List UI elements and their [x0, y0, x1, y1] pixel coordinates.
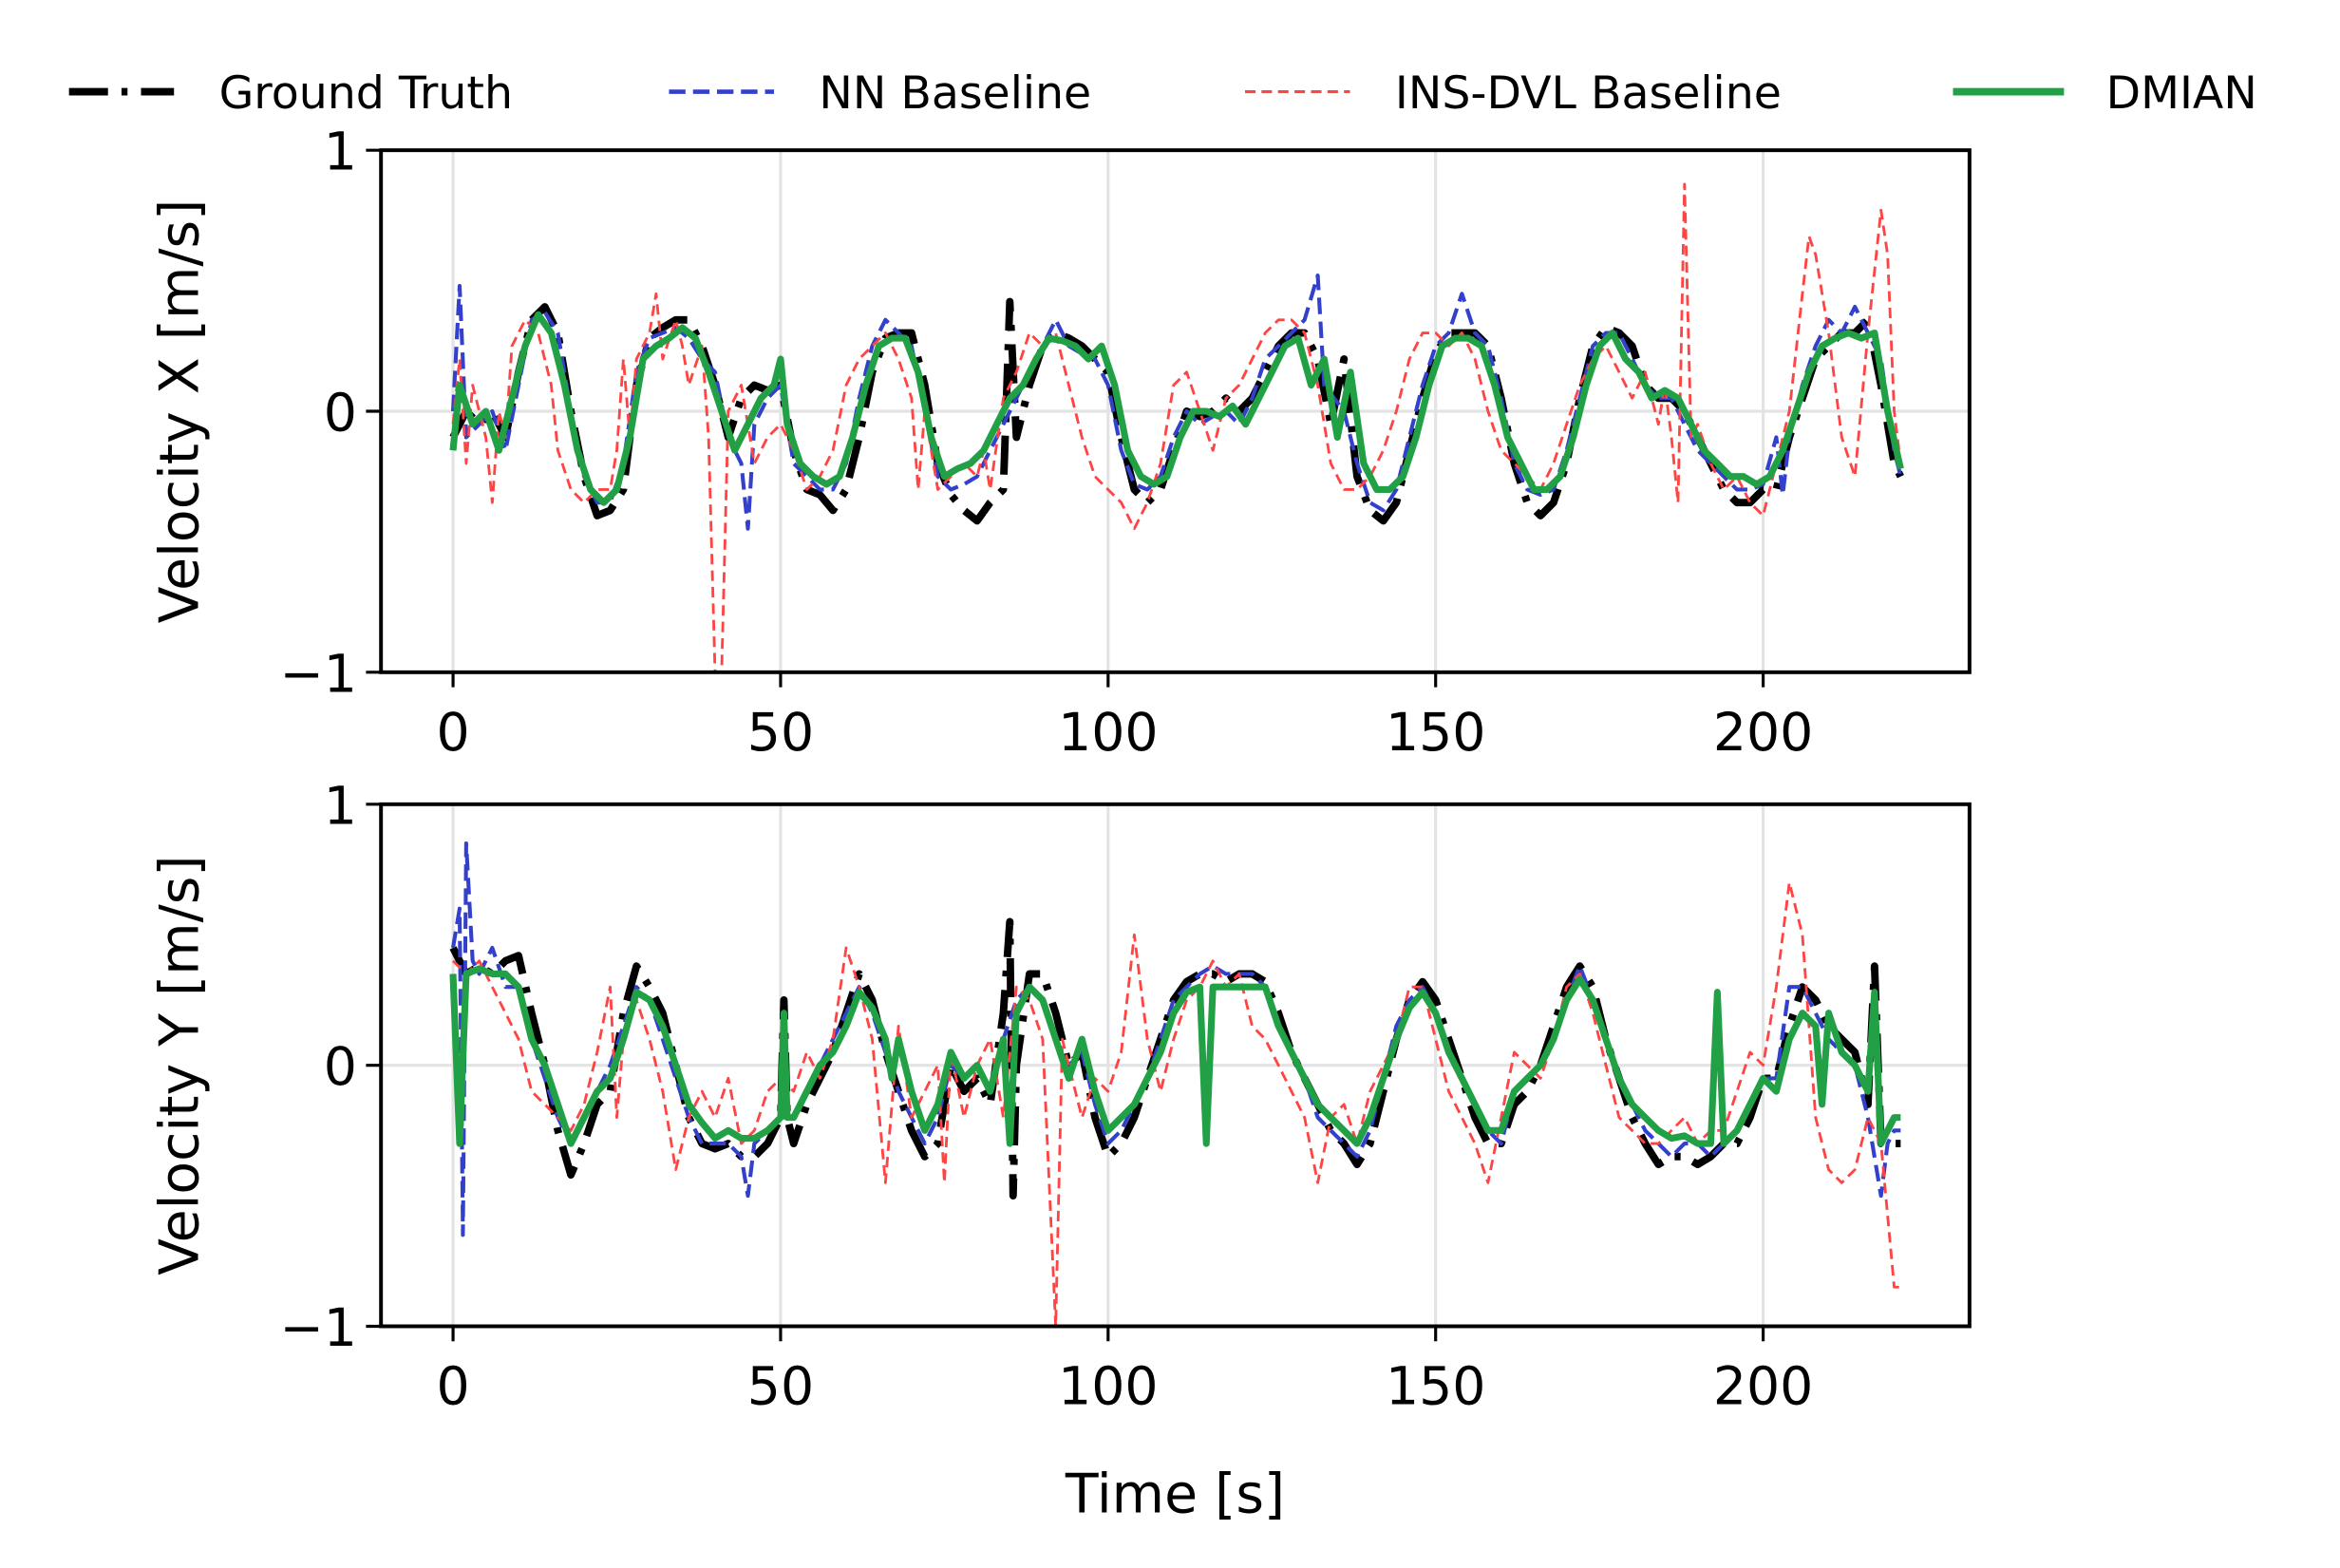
- x-tick-label: 0: [436, 703, 469, 764]
- velocity-x-panel: 0 50 100 150 200 −1 0 1 Velocity X [m/s]: [148, 123, 1972, 764]
- legend-label: INS-DVL Baseline: [1395, 67, 1782, 120]
- y-tick-label: 1: [324, 123, 357, 183]
- velocity-y-panel: 0 50 100 150 200 −1 0 1 Velocity Y [m/s] Time [s]: [148, 776, 1972, 1525]
- y-tick-label: 1: [324, 776, 357, 837]
- x-tick-label: 150: [1386, 1357, 1486, 1418]
- series-group: [449, 841, 1901, 1327]
- legend-item-nn-baseline: NN Baseline: [669, 67, 1091, 120]
- legend: Ground Truth NN Baseline INS-DVL Baselin…: [68, 67, 2257, 120]
- y-tick-label: −1: [279, 1298, 356, 1359]
- axes-frame: [379, 148, 1972, 674]
- series-line-ins-dvl-baseline: [451, 182, 1902, 672]
- x-tick-label: 100: [1058, 703, 1159, 764]
- series-group: [449, 182, 1904, 672]
- axes-frame: [379, 802, 1972, 1329]
- legend-label: DMIAN: [2106, 67, 2257, 120]
- y-tick-label: 0: [324, 1037, 357, 1098]
- legend-item-dmian: DMIAN: [1953, 67, 2257, 120]
- x-tick-label: 200: [1713, 1357, 1814, 1418]
- x-tick-label: 200: [1713, 703, 1814, 764]
- x-tick-label: 50: [747, 703, 814, 764]
- x-tick-label: 150: [1386, 703, 1486, 764]
- legend-item-ground-truth: Ground Truth: [68, 67, 513, 120]
- series-line-nn-baseline: [450, 841, 1901, 1237]
- legend-label: Ground Truth: [219, 67, 513, 120]
- series-line-dmian: [449, 965, 1901, 1147]
- series-line-ins-dvl-baseline: [452, 880, 1901, 1327]
- y-tick-label: −1: [279, 644, 356, 705]
- y-axis-label: Velocity Y [m/s]: [148, 855, 211, 1275]
- y-tick-label: 0: [324, 384, 357, 444]
- legend-item-ins-dvl-baseline: INS-DVL Baseline: [1244, 67, 1782, 120]
- x-tick-label: 50: [747, 1357, 814, 1418]
- y-axis-label: Velocity X [m/s]: [148, 199, 211, 624]
- series-line-dmian: [449, 311, 1904, 506]
- x-tick-label: 0: [436, 1357, 469, 1418]
- legend-label: NN Baseline: [819, 67, 1091, 120]
- x-axis-label: Time [s]: [1065, 1463, 1285, 1525]
- x-tick-label: 100: [1058, 1357, 1159, 1418]
